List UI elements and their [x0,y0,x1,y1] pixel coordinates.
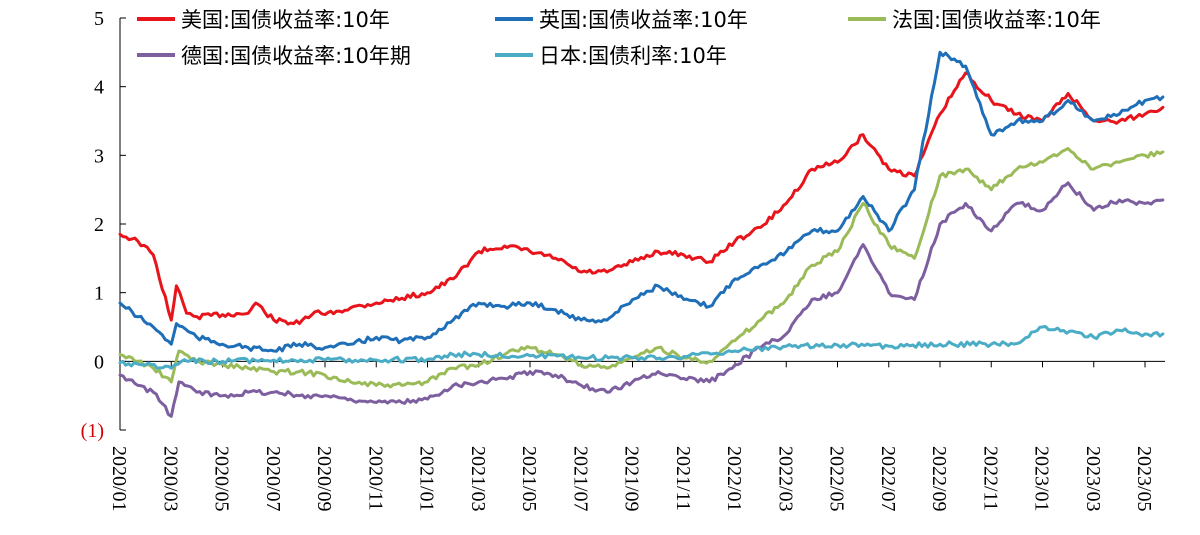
x-tick-label: 2020/01 [108,446,130,512]
y-tick-label: 1 [94,283,104,305]
legend-label: 日本:国债利率:10年 [539,44,727,68]
x-tick-label: 2020/11 [364,446,386,511]
series-line-4 [118,181,1165,418]
x-tick-label: 2023/01 [1031,446,1053,512]
legend-label: 德国:国债收益率:10年期 [181,44,411,68]
y-tick-label: 3 [94,145,104,167]
x-tick-label: 2022/09 [928,446,950,512]
x-tick-label: 2020/03 [159,446,181,512]
x-tick-label: 2022/05 [826,446,848,512]
legend: 美国:国债收益率:10年 英国:国债收益率:10年 法国:国债收益率:10年德国:国… [137,8,1101,68]
y-axis: 5 4 3 2 1 0 (1) [81,8,126,442]
y-tick-label: 4 [94,77,104,99]
x-tick-label: 2023/05 [1133,446,1155,512]
series-line-3 [118,147,1165,389]
x-tick-label: 2022/11 [979,446,1001,511]
series-line-2 [118,50,1165,353]
x-tick-label: 2021/05 [518,446,540,512]
x-tick-label: 2021/09 [621,446,643,512]
series-lines [118,50,1165,418]
x-tick-label: 2020/09 [313,446,335,512]
x-axis: 2020/01 2020/03 2020/05 2020/07 2020/09 2020/… [108,360,1165,512]
series-line-1 [118,71,1165,326]
x-tick-label: 2023/03 [1082,446,1104,512]
x-tick-label: 2021/07 [569,446,591,512]
series-line-5 [118,325,1165,370]
x-tick-label: 2021/11 [672,446,694,511]
x-tick-label: 2020/05 [211,446,233,512]
y-tick-label: 5 [94,8,104,30]
x-tick-label: 2022/03 [774,446,796,512]
x-tick-label: 2022/01 [723,446,745,512]
y-tick-label: 2 [94,214,104,236]
x-tick-label: 2021/03 [467,446,489,512]
y-tick-label: 0 [94,351,104,373]
x-tick-label: 2021/01 [416,446,438,512]
legend-label: 法国:国债收益率:10年 [892,8,1101,32]
legend-label: 英国:国债收益率:10年 [539,8,748,32]
x-tick-label: 2022/07 [877,446,899,512]
x-tick-label: 2020/07 [262,446,284,512]
y-tick-label: (1) [81,420,104,442]
legend-label: 美国:国债收益率:10年 [181,8,390,32]
